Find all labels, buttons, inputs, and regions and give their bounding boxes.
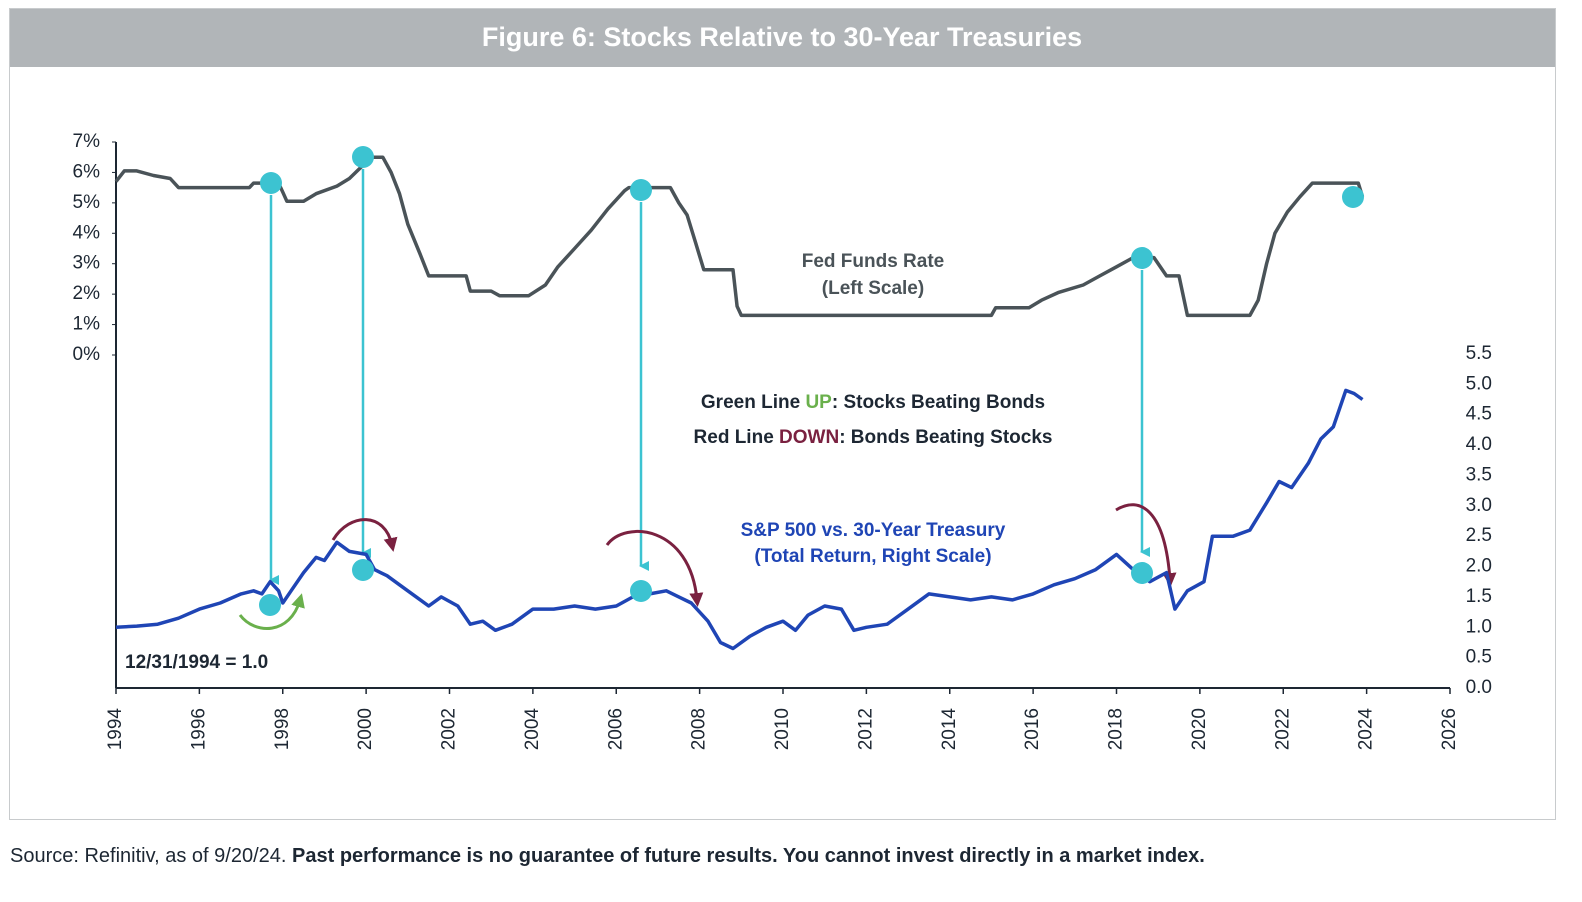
annotation-part: UP xyxy=(805,392,832,413)
y2-tick-label: 1.0 xyxy=(1466,616,1492,637)
x-tick-label: 2022 xyxy=(1272,708,1293,750)
highlight xyxy=(630,179,652,201)
highlight xyxy=(352,146,374,168)
annotation-part: Red Line xyxy=(694,427,780,448)
source-text: Source: Refinitiv, as of 9/20/24. xyxy=(10,845,293,867)
highlight xyxy=(1131,562,1153,584)
x-tick-label: 1998 xyxy=(272,708,293,750)
annotations: Fed Funds Rate (Left Scale) S&P 500 vs. … xyxy=(125,169,1177,673)
arrow xyxy=(331,518,398,552)
y-tick-label: 0% xyxy=(73,344,101,365)
highlight xyxy=(259,594,281,616)
annotation: Red Line DOWN: Bonds Beating Stocks xyxy=(694,427,1053,448)
series-label: S&P 500 vs. 30-Year Treasury xyxy=(741,520,1006,541)
y2-tick-label: 3.5 xyxy=(1466,464,1492,485)
y2-tick-label: 5.0 xyxy=(1466,373,1492,394)
series-line xyxy=(114,155,1365,318)
annotation: Green Line UP: Stocks Beating Bonds xyxy=(701,392,1045,413)
y-tick-label: 4% xyxy=(73,222,101,243)
x-tick-label: 2006 xyxy=(605,708,626,750)
x-tick-label: 2000 xyxy=(355,708,376,750)
y2-tick-label: 2.0 xyxy=(1466,556,1492,577)
x-tick-label: 2002 xyxy=(439,708,460,750)
y2-tick-label: 3.0 xyxy=(1466,495,1492,516)
annotation-part: : Stocks Beating Bonds xyxy=(832,392,1045,413)
series-label: Fed Funds Rate xyxy=(802,251,945,272)
y2-tick-label: 4.0 xyxy=(1466,434,1492,455)
x-tick-label: 2018 xyxy=(1106,708,1127,750)
x-tick-label: 2008 xyxy=(689,708,710,750)
x-tick-label: 2016 xyxy=(1022,708,1043,750)
x-tick-label: 1994 xyxy=(105,708,126,751)
x-tick-label: 2024 xyxy=(1356,708,1377,751)
series-line xyxy=(115,388,1364,651)
y-tick-label: 5% xyxy=(73,192,101,213)
y2-tick-label: 5.5 xyxy=(1466,343,1492,364)
x-tick-label: 1996 xyxy=(188,708,209,750)
y2-tick-label: 1.5 xyxy=(1466,586,1492,607)
y-tick-label: 6% xyxy=(73,161,101,182)
chart-title: Figure 6: Stocks Relative to 30-Year Tre… xyxy=(482,22,1082,52)
highlight xyxy=(260,172,282,194)
header-bar xyxy=(10,9,1555,67)
y2-tick-label: 2.5 xyxy=(1466,525,1492,546)
series-note: (Total Return, Right Scale) xyxy=(754,546,991,567)
teal-arrows xyxy=(269,169,1150,585)
plot: 1994 1996 1998 2000 2002 2004 2006 2008 2010 2012… xyxy=(73,131,1492,750)
y-tick-label: 3% xyxy=(73,253,101,274)
annotation-part: : Bonds Beating Stocks xyxy=(839,427,1052,448)
annotation-part: Green Line xyxy=(701,392,806,413)
y2-tick-label: 0.5 xyxy=(1466,647,1492,668)
highlight xyxy=(630,580,652,602)
highlight xyxy=(352,559,374,581)
curve-arrows xyxy=(238,503,1177,630)
x-tick-label: 2010 xyxy=(772,708,793,750)
y-tick-label: 1% xyxy=(73,314,101,335)
arrow xyxy=(238,593,305,630)
y-tick-label: 2% xyxy=(73,283,101,304)
arrow xyxy=(605,530,704,607)
arrow xyxy=(1115,503,1177,587)
x-tick-label: 2014 xyxy=(939,708,960,751)
annotation-part: DOWN xyxy=(779,427,839,448)
x-tick-label: 2020 xyxy=(1189,708,1210,750)
x-tick-label: 2004 xyxy=(522,708,543,751)
highlight xyxy=(1131,247,1153,269)
highlight-dots xyxy=(259,146,1364,616)
disclaimer: Past performance is no guarantee of futu… xyxy=(292,845,1205,867)
x-tick-label: 2012 xyxy=(855,708,876,750)
series-note: (Left Scale) xyxy=(822,278,924,299)
y2-tick-label: 4.5 xyxy=(1466,404,1492,425)
x-tick-label: 2026 xyxy=(1439,708,1460,750)
y2-tick-label: 0.0 xyxy=(1466,677,1492,698)
highlight xyxy=(1342,186,1364,208)
source: Source: Refinitiv, as of 9/20/24. Past p… xyxy=(10,845,1205,868)
chart: Figure 6: Stocks Relative to 30-Year Tre… xyxy=(9,8,1556,820)
y-tick-label: 7% xyxy=(73,131,101,152)
frame xyxy=(9,8,1556,820)
annotation: 12/31/1994 = 1.0 xyxy=(125,652,268,673)
